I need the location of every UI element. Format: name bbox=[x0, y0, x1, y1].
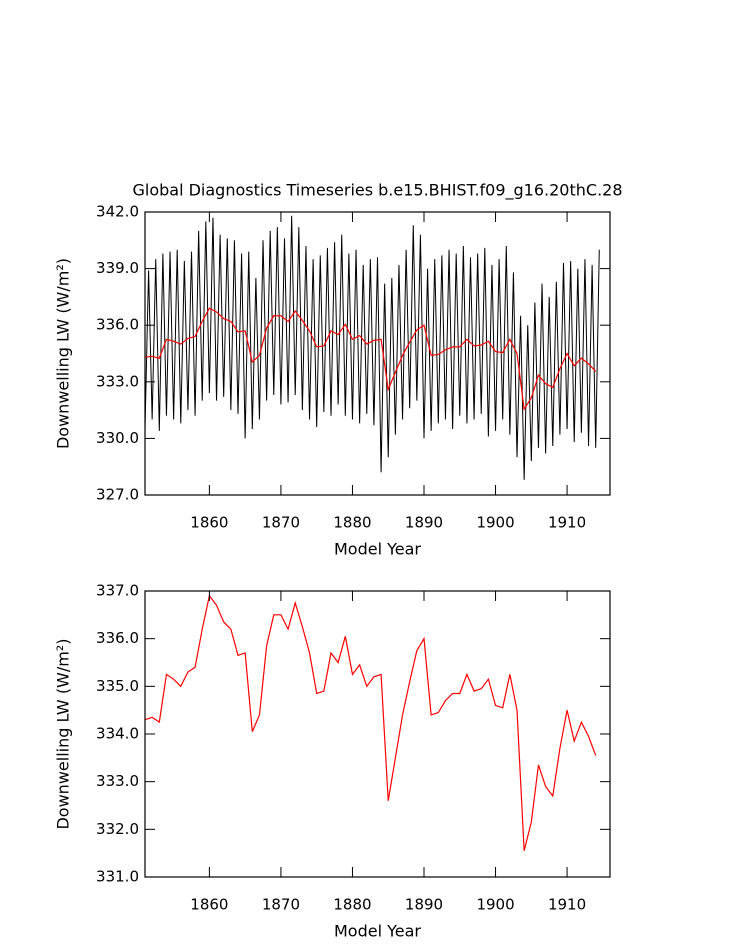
y-axis-label: Downwelling LW (W/m²) bbox=[54, 258, 73, 449]
y-tick-label: 333.0 bbox=[96, 772, 139, 790]
y-axis-label: Downwelling LW (W/m²) bbox=[54, 638, 73, 829]
y-tick-label: 334.0 bbox=[96, 725, 139, 743]
y-tick-label: 331.0 bbox=[96, 868, 139, 886]
y-tick-label: 337.0 bbox=[96, 582, 139, 600]
y-tick-label: 342.0 bbox=[96, 203, 139, 221]
series-line bbox=[145, 307, 597, 411]
x-tick-label: 1900 bbox=[476, 896, 514, 914]
x-tick-label: 1880 bbox=[333, 514, 371, 532]
y-tick-label: 336.0 bbox=[96, 629, 139, 647]
x-tick-label: 1890 bbox=[405, 514, 443, 532]
y-tick-label: 330.0 bbox=[96, 429, 139, 447]
x-axis-label: Model Year bbox=[334, 922, 421, 941]
x-tick-label: 1860 bbox=[190, 896, 228, 914]
y-tick-label: 339.0 bbox=[96, 259, 139, 277]
x-tick-label: 1870 bbox=[262, 514, 300, 532]
x-tick-label: 1910 bbox=[548, 514, 586, 532]
y-tick-label: 333.0 bbox=[96, 372, 139, 390]
x-tick-label: 1870 bbox=[262, 896, 300, 914]
x-tick-label: 1910 bbox=[548, 896, 586, 914]
y-tick-label: 332.0 bbox=[96, 820, 139, 838]
x-tick-label: 1900 bbox=[476, 514, 514, 532]
chart-title: Global Diagnostics Timeseries b.e15.BHIS… bbox=[132, 181, 622, 201]
x-tick-label: 1880 bbox=[333, 896, 371, 914]
x-tick-label: 1890 bbox=[405, 896, 443, 914]
x-axis-label: Model Year bbox=[334, 540, 421, 559]
y-tick-label: 335.0 bbox=[96, 677, 139, 695]
plot-frame bbox=[144, 590, 611, 878]
x-tick-label: 1860 bbox=[190, 514, 228, 532]
series-line bbox=[145, 215, 600, 480]
plot-frame bbox=[144, 211, 611, 496]
y-tick-label: 327.0 bbox=[96, 486, 139, 504]
series-line bbox=[145, 594, 597, 851]
y-tick-label: 336.0 bbox=[96, 316, 139, 334]
